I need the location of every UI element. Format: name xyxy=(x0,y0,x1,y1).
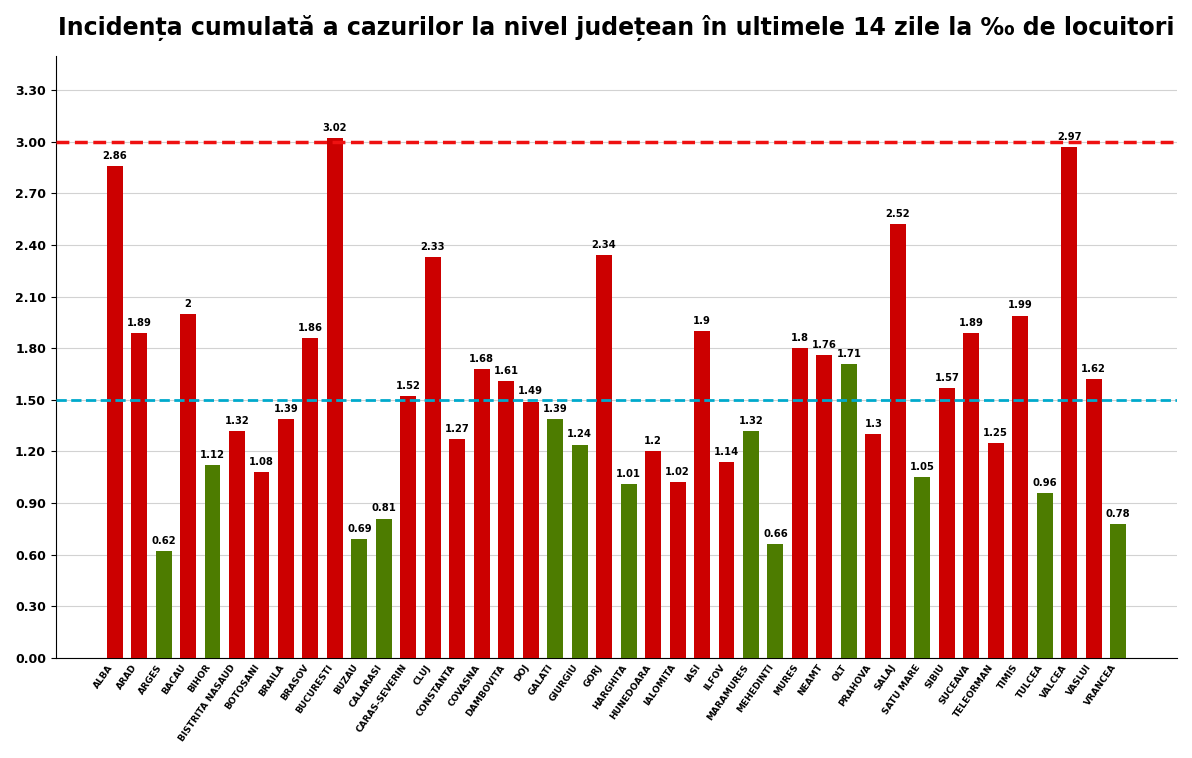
Bar xyxy=(180,314,195,658)
Text: 1.89: 1.89 xyxy=(126,318,151,327)
Text: 1.08: 1.08 xyxy=(249,457,274,467)
Bar xyxy=(840,364,857,658)
Bar xyxy=(352,539,367,658)
Text: 1.32: 1.32 xyxy=(739,415,763,426)
Bar xyxy=(1012,315,1029,658)
Bar xyxy=(645,452,662,658)
Bar xyxy=(963,333,979,658)
Title: Incidența cumulată a cazurilor la nivel județean în ultimele 14 zile la ‰ de loc: Incidența cumulată a cazurilor la nivel … xyxy=(58,15,1174,41)
Text: 1.71: 1.71 xyxy=(837,349,862,359)
Text: 1.57: 1.57 xyxy=(935,373,960,383)
Bar xyxy=(401,396,416,658)
Text: 1.05: 1.05 xyxy=(909,462,935,472)
Text: 0.69: 0.69 xyxy=(347,524,372,534)
Bar xyxy=(156,551,172,658)
Bar xyxy=(865,434,881,658)
Text: 0.78: 0.78 xyxy=(1106,509,1130,518)
Text: 1.39: 1.39 xyxy=(274,404,298,414)
Text: 1.12: 1.12 xyxy=(200,450,225,460)
Text: 1.62: 1.62 xyxy=(1081,364,1106,374)
Bar xyxy=(523,402,539,658)
Bar xyxy=(890,224,906,658)
Bar xyxy=(939,388,955,658)
Bar xyxy=(424,257,441,658)
Text: 1.01: 1.01 xyxy=(616,469,641,479)
Text: 2.86: 2.86 xyxy=(103,151,128,161)
Text: 1.68: 1.68 xyxy=(470,354,495,364)
Text: 1.25: 1.25 xyxy=(983,428,1008,437)
Text: 1.24: 1.24 xyxy=(567,430,592,440)
Text: 2.33: 2.33 xyxy=(421,242,445,252)
Bar xyxy=(229,431,246,658)
Text: 1.49: 1.49 xyxy=(519,387,544,396)
Bar xyxy=(694,331,710,658)
Text: 0.62: 0.62 xyxy=(151,536,176,546)
Bar xyxy=(254,472,269,658)
Bar xyxy=(327,139,343,658)
Text: 1.02: 1.02 xyxy=(665,467,690,478)
Text: 1.61: 1.61 xyxy=(493,366,519,376)
Text: 3.02: 3.02 xyxy=(323,124,347,133)
Bar xyxy=(205,465,221,658)
Bar xyxy=(596,255,611,658)
Bar xyxy=(791,348,808,658)
Bar xyxy=(1037,493,1053,658)
Bar xyxy=(768,544,783,658)
Bar xyxy=(449,440,465,658)
Bar xyxy=(473,369,490,658)
Bar xyxy=(1086,379,1101,658)
Bar xyxy=(1061,147,1078,658)
Text: 0.96: 0.96 xyxy=(1032,478,1057,487)
Text: 2: 2 xyxy=(185,299,192,309)
Text: 1.99: 1.99 xyxy=(1007,300,1032,311)
Text: 1.39: 1.39 xyxy=(542,404,567,414)
Text: 2.34: 2.34 xyxy=(591,240,616,250)
Text: 2.97: 2.97 xyxy=(1057,132,1081,142)
Text: 0.66: 0.66 xyxy=(763,529,788,539)
Bar xyxy=(719,462,734,658)
Bar xyxy=(303,338,318,658)
Text: 1.2: 1.2 xyxy=(644,437,662,446)
Bar xyxy=(107,166,123,658)
Text: 1.3: 1.3 xyxy=(864,419,882,429)
Text: 1.86: 1.86 xyxy=(298,323,323,333)
Bar xyxy=(670,482,685,658)
Bar xyxy=(498,381,514,658)
Bar xyxy=(375,518,392,658)
Bar xyxy=(278,419,294,658)
Bar xyxy=(914,478,930,658)
Bar xyxy=(1110,524,1126,658)
Text: 0.81: 0.81 xyxy=(372,503,396,513)
Text: 1.8: 1.8 xyxy=(791,333,809,343)
Text: 1.76: 1.76 xyxy=(812,340,837,350)
Bar xyxy=(621,484,637,658)
Text: 1.9: 1.9 xyxy=(693,316,710,326)
Bar xyxy=(988,443,1004,658)
Bar xyxy=(743,431,759,658)
Bar xyxy=(572,445,588,658)
Bar xyxy=(547,419,563,658)
Text: 1.89: 1.89 xyxy=(958,318,983,327)
Text: 1.52: 1.52 xyxy=(396,381,421,391)
Bar xyxy=(131,333,147,658)
Text: 1.32: 1.32 xyxy=(224,415,249,426)
Text: 1.14: 1.14 xyxy=(714,446,739,456)
Bar xyxy=(817,356,832,658)
Text: 1.27: 1.27 xyxy=(445,424,470,434)
Text: 2.52: 2.52 xyxy=(886,209,911,219)
